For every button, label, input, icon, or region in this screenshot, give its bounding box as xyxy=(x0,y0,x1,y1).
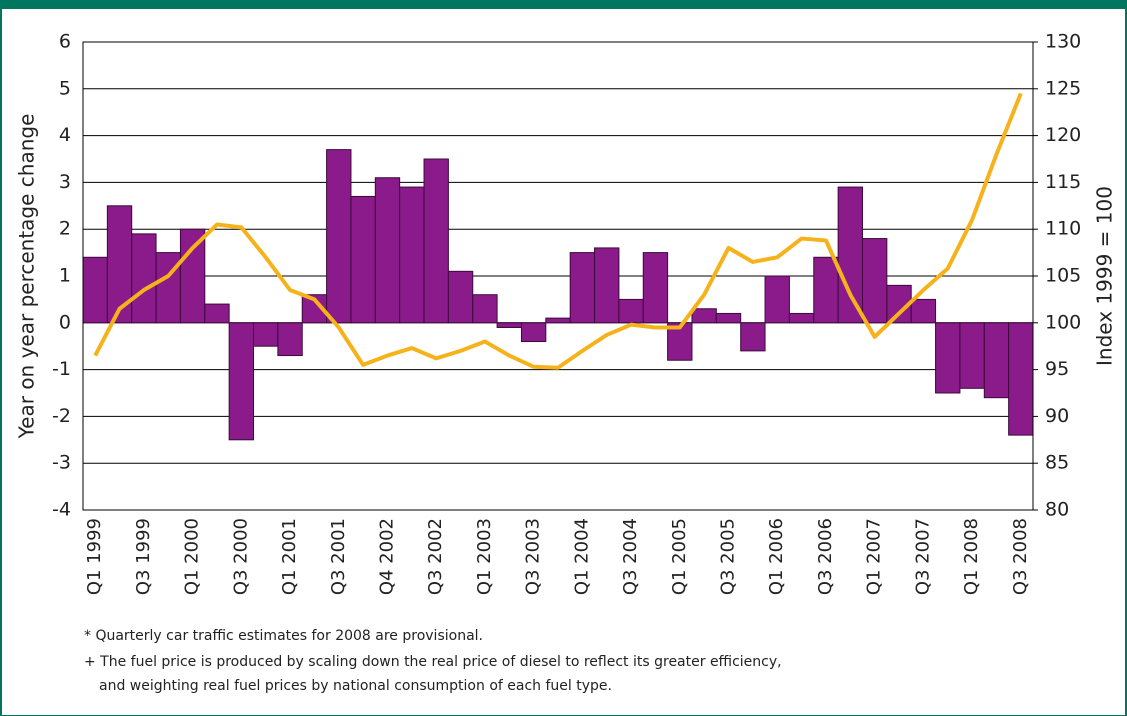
y2-tick-label: 100 xyxy=(1045,311,1081,333)
x-tick-label: Q1 2004 xyxy=(571,518,592,595)
bar xyxy=(618,298,644,324)
bar xyxy=(1008,322,1034,436)
bar xyxy=(326,149,352,324)
x-tick-label: Q1 1999 xyxy=(84,518,105,595)
bar xyxy=(935,322,961,394)
y2-tick-label: 125 xyxy=(1045,77,1081,99)
bar xyxy=(764,275,790,324)
bar xyxy=(228,322,255,441)
x-tick-label: Q3 2002 xyxy=(425,518,446,595)
bar xyxy=(813,256,839,324)
y2-tick-label: 130 xyxy=(1045,31,1081,53)
footnote: and weighting real fuel prices by nation… xyxy=(99,678,612,694)
y2-tick-label: 115 xyxy=(1045,171,1081,193)
bar xyxy=(204,303,230,324)
bar xyxy=(399,186,425,324)
y-tick-label: 3 xyxy=(59,171,71,193)
bar xyxy=(788,312,815,324)
x-tick-label: Q4 2002 xyxy=(376,518,397,595)
y-tick-label: -2 xyxy=(52,405,71,427)
bar xyxy=(594,247,620,324)
x-tick-label: Q3 2000 xyxy=(230,518,251,595)
x-tick-label: Q1 2008 xyxy=(961,518,982,595)
bar xyxy=(496,322,522,328)
y-axis-title: Year on year percentage change xyxy=(15,114,39,440)
plot-border xyxy=(82,41,1034,511)
bar xyxy=(642,252,669,324)
bar xyxy=(861,238,888,324)
bar xyxy=(715,312,742,324)
y2-tick-label: 120 xyxy=(1045,124,1081,146)
y2-tick-label: 105 xyxy=(1045,265,1081,287)
bar xyxy=(569,252,596,324)
x-tick-label: Q1 2006 xyxy=(766,518,787,595)
x-tick-label: Q1 2000 xyxy=(182,518,203,595)
y-tick-label: -3 xyxy=(52,452,71,474)
bar xyxy=(131,233,157,324)
top-band xyxy=(0,0,1127,9)
bar xyxy=(691,308,717,324)
y-tick-label: 4 xyxy=(59,124,71,146)
bar xyxy=(545,317,571,324)
x-tick-label: Q1 2001 xyxy=(279,518,300,595)
y-tick-label: 5 xyxy=(59,77,71,99)
bar xyxy=(253,322,279,347)
y-tick-label: 1 xyxy=(59,265,71,287)
bar xyxy=(106,205,133,324)
bar xyxy=(447,270,474,324)
bar xyxy=(740,322,766,352)
y-tick-label: 0 xyxy=(59,311,71,333)
bar xyxy=(983,322,1010,399)
y2-tick-label: 90 xyxy=(1045,405,1069,427)
y-tick-label: 6 xyxy=(59,31,71,53)
y2-axis-title: Index 1999 = 100 xyxy=(1093,186,1117,366)
x-tick-label: Q3 2003 xyxy=(523,518,544,595)
y-tick-label: -4 xyxy=(52,499,71,521)
bar xyxy=(350,195,376,324)
x-tick-label: Q3 2001 xyxy=(328,518,349,595)
y-tick-label: 2 xyxy=(59,218,71,240)
bar xyxy=(423,158,449,324)
x-tick-label: Q1 2003 xyxy=(474,518,495,595)
y2-tick-label: 110 xyxy=(1045,218,1081,240)
bar xyxy=(82,256,108,324)
x-tick-label: Q3 2005 xyxy=(718,518,739,595)
y2-tick-label: 80 xyxy=(1045,499,1069,521)
bar xyxy=(837,186,863,324)
bar xyxy=(910,298,937,324)
x-tick-label: Q3 2007 xyxy=(912,518,933,595)
fuel-price-line xyxy=(93,92,1023,370)
bar xyxy=(520,322,547,343)
bar xyxy=(277,322,303,357)
x-tick-label: Q3 2008 xyxy=(1010,518,1031,595)
footnote: * Quarterly car traffic estimates for 20… xyxy=(84,628,483,644)
footnote: + The fuel price is produced by scaling … xyxy=(84,654,782,670)
x-tick-label: Q1 2007 xyxy=(864,518,885,595)
x-tick-label: Q3 2004 xyxy=(620,518,641,595)
y-tick-label: -1 xyxy=(52,358,71,380)
y2-tick-label: 85 xyxy=(1045,452,1069,474)
bar xyxy=(959,322,985,389)
bar xyxy=(374,177,401,324)
x-tick-label: Q1 2005 xyxy=(669,518,690,595)
y2-tick-label: 95 xyxy=(1045,358,1069,380)
x-tick-label: Q3 2006 xyxy=(815,518,836,595)
bar xyxy=(179,228,206,324)
bar xyxy=(472,294,498,324)
x-tick-label: Q3 1999 xyxy=(133,518,154,595)
